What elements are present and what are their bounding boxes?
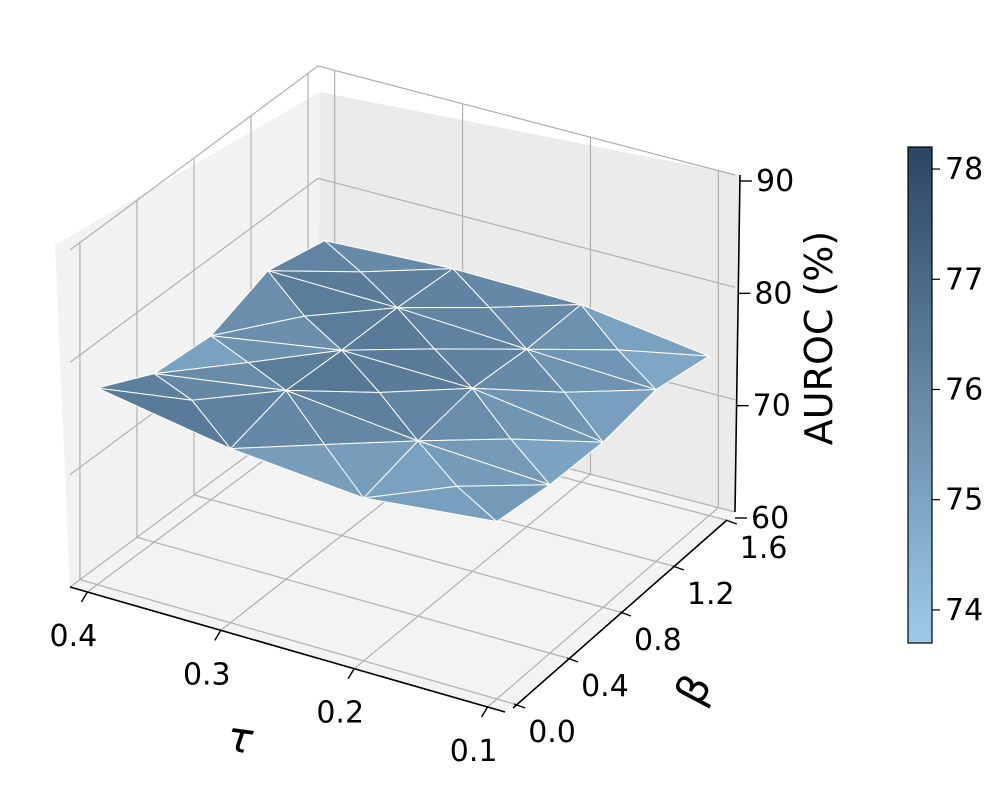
y-tick-label-2: 0.8 [634, 623, 682, 658]
back-grid-z-2 [317, 177, 736, 288]
left-pane [55, 92, 320, 587]
floor-grid-beta-3 [136, 536, 568, 659]
y-axis-title: β [665, 666, 721, 713]
y-tick-label-0: 0.0 [528, 715, 576, 750]
axis-lines [69, 174, 752, 718]
x-tick-label-0: 0.4 [50, 619, 98, 654]
colorbar-tick-label-2: 76 [945, 372, 983, 407]
colorbar-tick-label-3: 77 [945, 262, 983, 297]
x-axis-title: τ [224, 712, 257, 764]
z-tick-label-3: 90 [756, 164, 794, 199]
colorbar-gradient [907, 146, 933, 644]
y-tick-label-1: 0.4 [581, 669, 629, 704]
y-tick-label-3: 1.2 [687, 577, 735, 612]
x-axis-line [69, 586, 506, 713]
colorbar: 74 75 76 77 78 [907, 146, 983, 644]
y-tick-mark-3 [672, 565, 685, 571]
floor-grid-beta-2 [193, 494, 621, 613]
z-tick-label-1: 70 [753, 389, 791, 424]
left-grid-z-2 [69, 177, 319, 363]
x-tick-label-1: 0.3 [183, 657, 231, 692]
surface-facet-45 [510, 438, 604, 486]
x-tick-mark-2 [347, 668, 355, 680]
z-tick-label-2: 80 [754, 276, 792, 311]
z-axis-line [734, 174, 741, 513]
y-tick-mark-2 [619, 611, 632, 617]
colorbar-ticks: 74 75 76 77 78 [932, 152, 983, 628]
colorbar-tick-label-0: 74 [945, 593, 983, 628]
y-tick-mark-4 [725, 519, 738, 525]
floor-grid-beta-4 [79, 579, 515, 705]
colorbar-tick-label-1: 75 [945, 483, 983, 518]
y-tick-mark-0 [513, 703, 526, 709]
surface-facet-29 [617, 349, 710, 391]
x-tick-mark-0 [80, 591, 89, 603]
y-tick-label-4: 1.6 [740, 531, 788, 566]
surface-facet-39 [564, 389, 657, 443]
y-tick-mark-1 [566, 657, 579, 663]
x-tick-mark-1 [214, 629, 222, 641]
back-grid-z-3 [317, 65, 736, 176]
x-tick-label-3: 0.1 [450, 734, 498, 769]
surface-mesh [96, 240, 710, 522]
left-grid-z-3 [69, 65, 319, 251]
surface-facet-47 [456, 484, 551, 522]
z-axis-title: AUROC (%) [797, 231, 841, 446]
y-axis-line [512, 519, 728, 709]
colorbar-tick-label-4: 78 [945, 152, 983, 187]
x-tick-label-2: 0.2 [316, 696, 364, 731]
z-tick-label-0: 60 [751, 501, 789, 536]
x-tick-mark-3 [480, 706, 489, 718]
